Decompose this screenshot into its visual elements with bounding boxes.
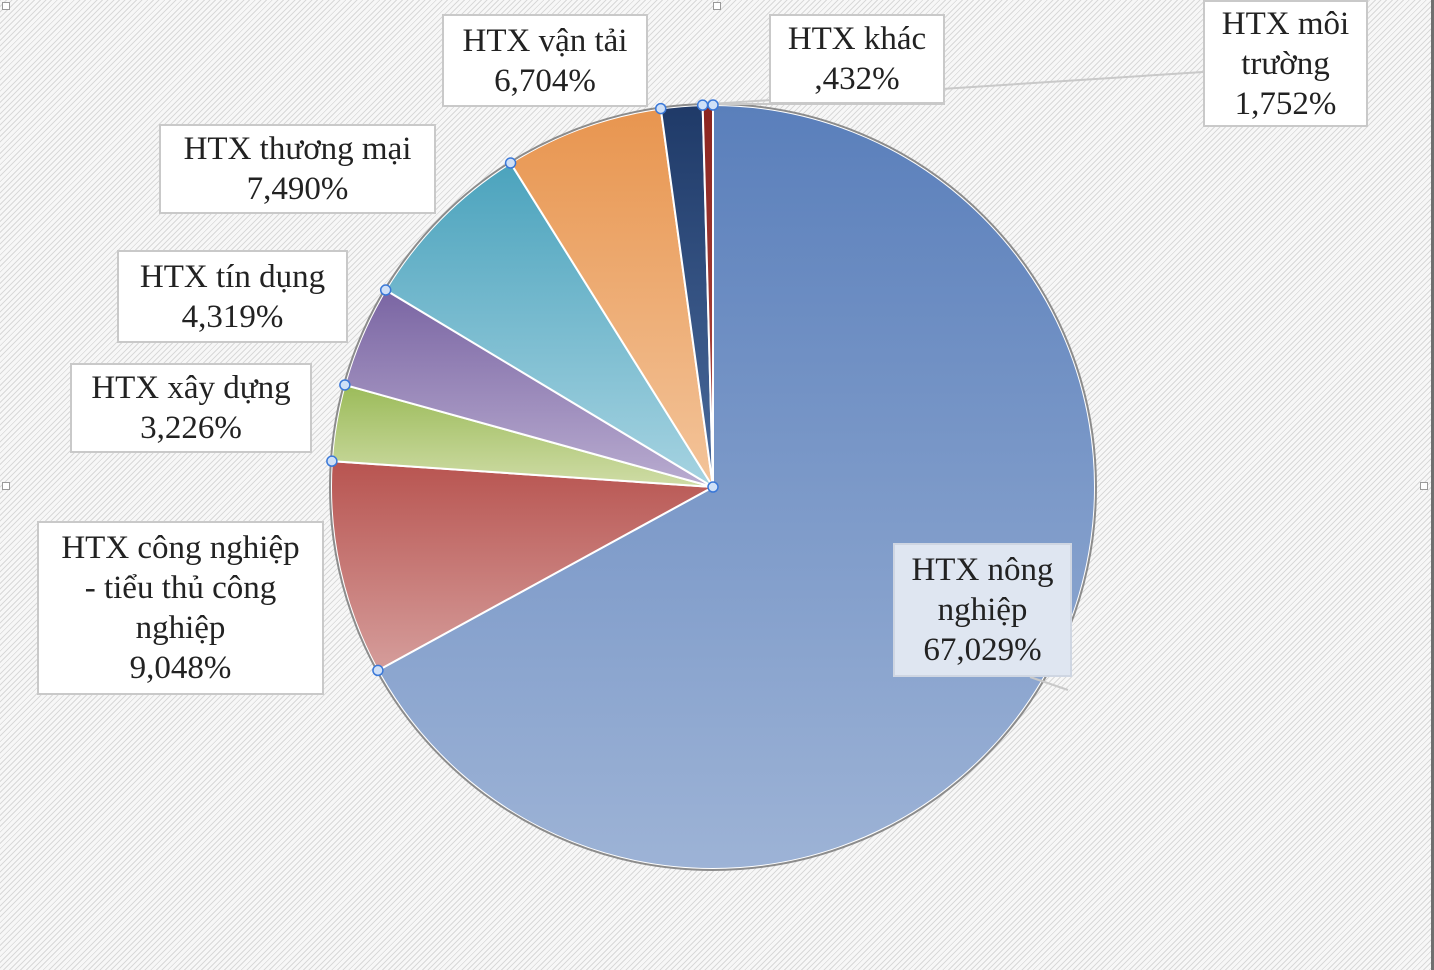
label-percent: 4,319% <box>181 298 284 335</box>
label-name: HTX khác <box>787 21 927 57</box>
label-name: HTX xây dựng <box>91 370 291 406</box>
leader-line <box>1029 676 1069 691</box>
label-name: HTX tín dụng <box>139 258 326 295</box>
data-label-htx-van-tai[interactable]: HTX vận tải 6,704% <box>442 14 648 107</box>
label-percent: 1,752% <box>1234 85 1337 122</box>
label-percent: 3,226% <box>140 410 242 446</box>
data-label-htx-nong-nghiep[interactable]: HTX nông nghiệp 67,029% <box>893 543 1072 677</box>
resize-handle[interactable] <box>713 2 721 10</box>
label-percent: 67,029% <box>923 632 1042 668</box>
slice-handle[interactable] <box>696 99 709 111</box>
data-label-htx-xay-dung[interactable]: HTX xây dựng 3,226% <box>70 363 312 453</box>
slice-handle[interactable] <box>339 379 351 391</box>
label-name: HTX vận tải <box>462 22 628 59</box>
pie-slice[interactable] <box>330 460 717 672</box>
pie-slice[interactable] <box>384 161 714 488</box>
label-percent: 6,704% <box>494 62 596 99</box>
label-name: HTX nông nghiệp <box>911 552 1054 628</box>
resize-handle[interactable] <box>2 482 10 490</box>
data-label-htx-cong-nghiep[interactable]: HTX công nghiệp - tiểu thủ công nghiệp 9… <box>37 521 324 695</box>
data-label-htx-tin-dung[interactable]: HTX tín dụng 4,319% <box>117 250 348 343</box>
data-label-htx-moi-truong[interactable]: HTX môi trường 1,752% <box>1203 0 1368 127</box>
slice-handle[interactable] <box>707 99 719 111</box>
label-name: HTX công nghiệp - tiểu thủ công nghiệp <box>61 530 300 646</box>
slice-handle[interactable] <box>504 157 517 169</box>
data-label-htx-khac[interactable]: HTX khác ,432% <box>769 14 945 104</box>
label-name: HTX thương mại <box>183 131 412 167</box>
data-label-htx-thuong-mai[interactable]: HTX thương mại 7,490% <box>159 124 436 214</box>
label-percent: ,432% <box>814 61 900 97</box>
pie-slices <box>329 103 1097 871</box>
slice-handle[interactable] <box>372 664 384 677</box>
label-percent: 9,048% <box>129 650 232 686</box>
resize-handle[interactable] <box>2 2 10 10</box>
slice-handle[interactable] <box>326 455 338 467</box>
selection-handles <box>326 99 719 677</box>
slice-handle[interactable] <box>379 284 392 296</box>
label-name: HTX môi trường <box>1221 5 1350 82</box>
resize-handle[interactable] <box>1420 482 1428 490</box>
label-percent: 7,490% <box>246 171 349 207</box>
slice-handle[interactable] <box>654 102 667 115</box>
slice-handle[interactable] <box>707 481 719 493</box>
